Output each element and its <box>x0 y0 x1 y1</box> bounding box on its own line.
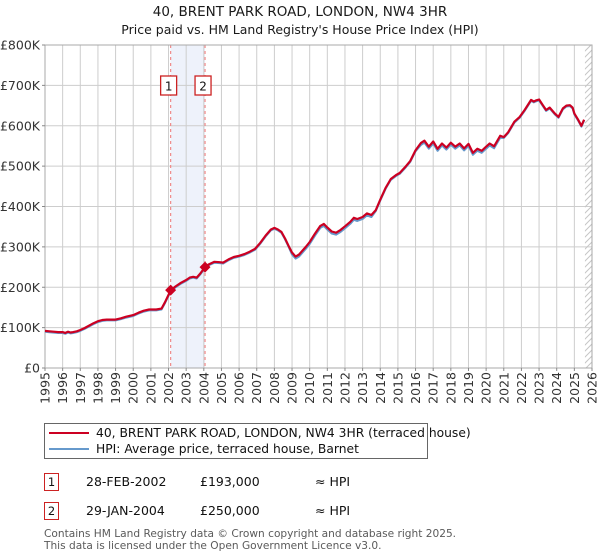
y-axis-tick-label: £700K <box>0 78 41 93</box>
transaction-2-number-badge: 2 <box>44 502 59 520</box>
sale-number-box <box>159 75 178 96</box>
copyright-line-1: Contains HM Land Registry data © Crown c… <box>44 528 457 540</box>
x-axis-tick-label: 1997 <box>73 372 88 404</box>
x-axis-tick-label: 2012 <box>337 372 352 404</box>
x-axis-tick-label: 2026 <box>585 372 600 404</box>
transaction-1-hpi-relation: ≈ HPI <box>315 474 351 489</box>
y-axis-tick-label: £500K <box>0 159 41 174</box>
copyright-line-2: This data is licensed under the Open Gov… <box>44 539 382 552</box>
transaction-2-hpi-relation: ≈ HPI <box>315 503 351 518</box>
property-price-line <box>44 98 586 334</box>
y-axis-tick-label: £400K <box>0 199 41 214</box>
x-axis-tick-label: 2018 <box>443 372 458 404</box>
sale-number-box <box>194 75 212 96</box>
transaction-1-number-badge: 1 <box>44 473 59 491</box>
no-data-hatch-region <box>584 45 592 368</box>
copyright-footer: Contains HM Land Registry data © Crown c… <box>44 528 584 552</box>
legend-property-label: 40, BRENT PARK ROAD, LONDON, NW4 3HR (te… <box>96 426 471 440</box>
x-axis-tick-label: 2020 <box>479 372 494 404</box>
hpi-line-swatch <box>49 448 89 450</box>
x-axis-tick-label: 2025 <box>567 372 582 404</box>
page-title: 40, BRENT PARK ROAD, LONDON, NW4 3HR <box>152 4 448 20</box>
y-axis-tick-label: £100K <box>0 320 41 335</box>
x-axis-tick-label: 2017 <box>426 372 441 404</box>
legend-item-property: 40, BRENT PARK ROAD, LONDON, NW4 3HR (te… <box>49 426 471 440</box>
x-axis-tick-label: 2010 <box>302 372 317 404</box>
sale-number-label: 1 <box>165 80 173 94</box>
x-axis-tick-label: 2003 <box>179 372 194 404</box>
legend: 40, BRENT PARK ROAD, LONDON, NW4 3HR (te… <box>44 423 471 459</box>
transaction-2-price: £250,000 <box>200 503 260 518</box>
x-axis-tick-label: 2013 <box>355 372 370 404</box>
x-axis-tick-label: 2024 <box>549 372 564 404</box>
transaction-2-date: 29-JAN-2004 <box>86 503 165 518</box>
x-axis-tick-label: 1995 <box>38 372 53 404</box>
x-axis-tick-label: 2016 <box>408 372 423 404</box>
sale-number-label: 2 <box>199 80 207 94</box>
x-axis-tick-label: 2019 <box>461 372 476 404</box>
property-line-swatch <box>49 432 89 434</box>
x-axis-tick-label: 2006 <box>232 372 247 404</box>
page-subtitle: Price paid vs. HM Land Registry's House … <box>121 22 479 37</box>
y-axis-tick-label: £0 <box>24 361 40 376</box>
x-axis-tick-label: 2015 <box>390 372 405 404</box>
x-axis-tick-label: 2004 <box>196 372 211 404</box>
x-axis-tick-label: 2011 <box>320 372 335 404</box>
transaction-1-date: 28-FEB-2002 <box>86 474 167 489</box>
x-axis-tick-label: 2001 <box>143 372 158 404</box>
x-axis-tick-label: 2009 <box>285 372 300 404</box>
x-axis-tick-label: 1996 <box>55 372 70 404</box>
price-chart: 1 2 £0 £100K £200K £300K £400K £500K £600K £700K £… <box>0 38 600 404</box>
x-axis-tick-label: 1999 <box>108 372 123 404</box>
y-axis-tick-label: £800K <box>0 38 41 53</box>
sale-marker-diamond <box>165 284 177 296</box>
transaction-1-price: £193,000 <box>200 474 260 489</box>
x-axis-tick-label: 2008 <box>267 372 282 404</box>
sale-marker-diamond <box>199 261 211 273</box>
legend-hpi-label: HPI: Average price, terraced house, Barn… <box>96 442 359 456</box>
x-axis-tick-label: 2022 <box>514 372 529 404</box>
x-axis-tick-label: 2021 <box>496 372 511 404</box>
x-axis-tick-label: 2002 <box>161 372 176 404</box>
x-axis-tick-label: 2007 <box>249 372 264 404</box>
x-axis-tick-label: 1998 <box>90 372 105 404</box>
x-axis-tick-label: 2000 <box>126 372 141 404</box>
x-axis-tick-label: 2005 <box>214 372 229 404</box>
hpi-line <box>44 99 586 335</box>
y-axis-tick-label: £600K <box>0 118 41 133</box>
x-axis-tick-label: 2023 <box>532 372 547 404</box>
x-axis-tick-label: 2014 <box>373 372 388 404</box>
y-axis-tick-label: £200K <box>0 280 41 295</box>
legend-item-hpi: HPI: Average price, terraced house, Barn… <box>49 442 423 456</box>
y-axis-tick-label: £300K <box>0 239 41 254</box>
